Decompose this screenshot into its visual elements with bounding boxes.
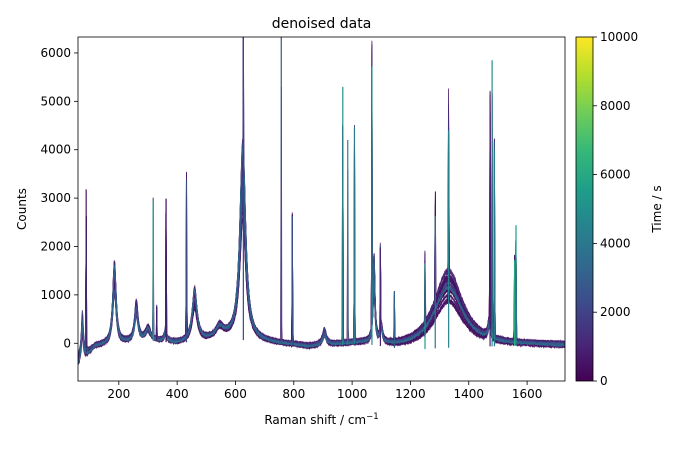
- y-tick-label: 6000: [40, 46, 71, 60]
- series-line: [78, 147, 565, 365]
- y-tick-label: 3000: [40, 191, 71, 205]
- y-tick-label: 1000: [40, 288, 71, 302]
- y-tick-label: 0: [63, 336, 71, 350]
- colorbar-tick-label: 4000: [600, 236, 631, 250]
- y-tick-label: 2000: [40, 239, 71, 253]
- colorbar-tick-label: 0: [600, 374, 608, 388]
- chart-title: denoised data: [272, 16, 372, 32]
- x-tick-label: 1400: [453, 387, 484, 401]
- x-tick-label: 200: [107, 387, 130, 401]
- x-tick-label: 400: [166, 387, 189, 401]
- y-axis: 0 1000 2000 3000 4000 5000 6000: [40, 46, 78, 350]
- colorbar: [576, 37, 593, 381]
- colorbar-tick-label: 6000: [600, 168, 631, 182]
- x-tick-label: 1600: [512, 387, 543, 401]
- x-tick-label: 1200: [395, 387, 426, 401]
- x-axis: 200 400 600 800 1000 1200 1400 1600: [107, 381, 542, 401]
- colorbar-tick-label: 2000: [600, 305, 631, 319]
- x-tick-label: 1000: [337, 387, 368, 401]
- y-tick-label: 5000: [40, 94, 71, 108]
- series-layer: [78, 37, 565, 365]
- x-tick-label: 600: [224, 387, 247, 401]
- x-axis-label: Raman shift / cm−1: [264, 412, 378, 427]
- colorbar-tick-label: 8000: [600, 99, 631, 113]
- y-tick-label: 4000: [40, 143, 71, 157]
- colorbar-frame: [575, 36, 594, 382]
- colorbar-label: Time / s: [650, 185, 664, 233]
- y-axis-label: Counts: [15, 188, 29, 230]
- x-tick-label: 800: [282, 387, 305, 401]
- colorbar-axis: 0 2000 4000 6000 8000 10000: [593, 30, 638, 388]
- plot-frame: [77, 36, 566, 382]
- colorbar-tick-label: 10000: [600, 30, 638, 44]
